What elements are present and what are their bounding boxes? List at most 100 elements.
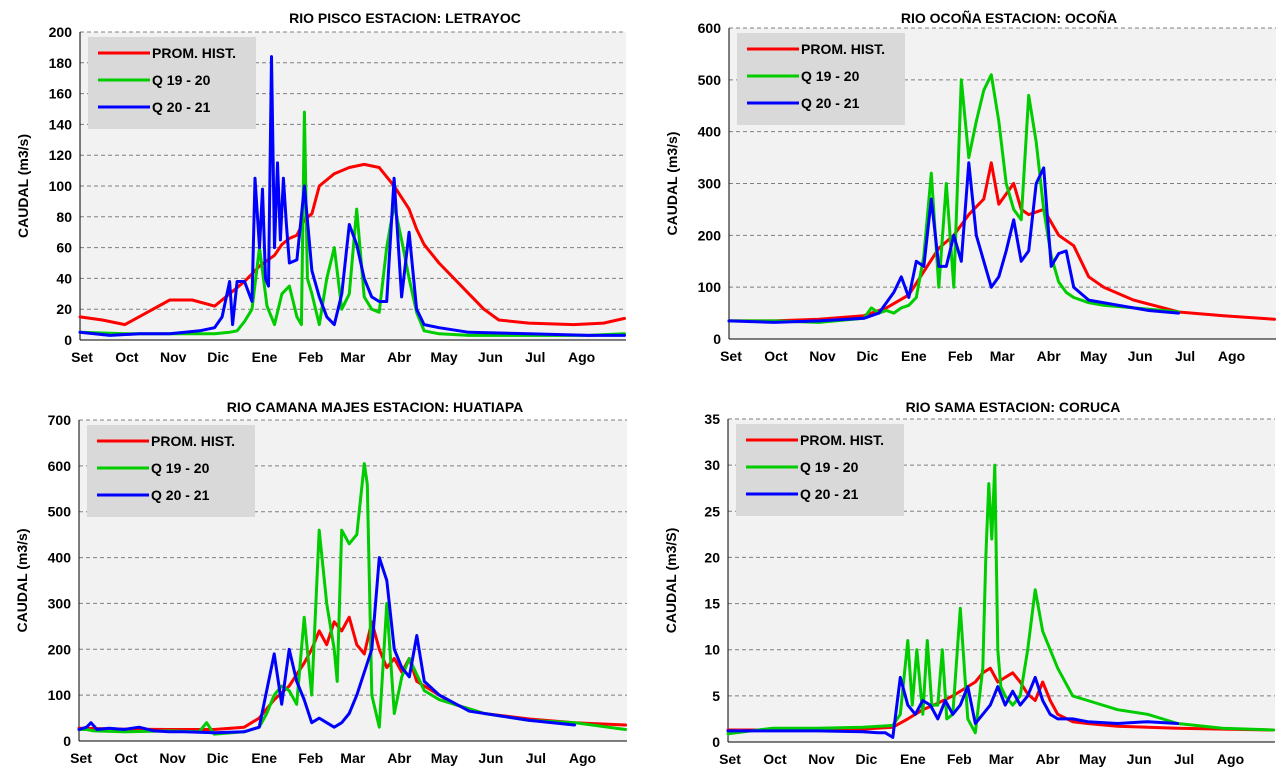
- x-tick-label: Jun: [1128, 348, 1153, 364]
- x-tick-label: Nov: [160, 349, 187, 365]
- legend-label: PROM. HIST.: [152, 45, 236, 61]
- series-line-1: [78, 162, 626, 327]
- x-tick-label: Jul: [1174, 751, 1194, 767]
- y-tick-label: 200: [48, 641, 72, 657]
- y-tick-label: 100: [48, 687, 72, 703]
- y-tick-label: 20: [56, 301, 72, 317]
- x-tick-label: May: [431, 750, 458, 766]
- chart-4: 0 5 10 15 20 25 30 35 Set Oct Nov Dic Ene Feb Mar Abr Ma…: [663, 399, 1275, 767]
- y-tick-label: 300: [48, 595, 72, 611]
- x-tick-label: Ene: [251, 750, 277, 766]
- x-tick-label: Set: [71, 349, 93, 365]
- x-tick-label: Ene: [901, 348, 927, 364]
- legend-label: PROM. HIST.: [800, 432, 884, 448]
- chart-title: RIO PISCO ESTACION: LETRAYOC: [289, 10, 521, 26]
- y-tick-label: 160: [49, 86, 73, 102]
- x-tick-label: Jun: [1127, 751, 1152, 767]
- y-axis-title: CAUDAL (m3/s): [14, 529, 30, 633]
- x-tick-label: Nov: [159, 750, 186, 766]
- y-axis-title: CAUDAL (m3/S): [663, 528, 679, 634]
- x-tick-label: Dic: [207, 349, 229, 365]
- x-tick-label: Mar: [990, 348, 1015, 364]
- series-line-2: [78, 110, 626, 337]
- chart-3: 0 100 200 300 400 500 600 700 Set Oct Nov Dic Ene Feb…: [14, 399, 627, 766]
- y-tick-label: 600: [48, 458, 72, 474]
- y-tick-label: 25: [704, 503, 720, 519]
- series-line-2: [726, 463, 1275, 736]
- x-tick-label: Feb: [947, 751, 972, 767]
- series-line-3: [726, 675, 1180, 739]
- legend-label: Q 20 - 21: [800, 486, 859, 502]
- x-tick-label: Jun: [478, 750, 503, 766]
- chart-2: 0 100 200 300 400 500 600 Set Oct Nov Dic Ene Feb Mar…: [664, 9, 1276, 364]
- y-tick-label: 120: [49, 147, 73, 163]
- series-line-3: [78, 55, 626, 337]
- x-tick-label: Nov: [808, 751, 835, 767]
- y-axis-title: CAUDAL (m3/s): [664, 132, 680, 236]
- y-axis-title: CAUDAL (m3/s): [15, 134, 31, 238]
- x-tick-label: Set: [70, 750, 92, 766]
- chart-title: RIO CAMANA MAJES ESTACION: HUATIAPA: [227, 399, 524, 415]
- series-line-2: [727, 73, 1181, 324]
- legend: PROM. HIST. Q 19 - 20 Q 20 - 21: [736, 424, 904, 516]
- x-tick-label: Oct: [764, 348, 788, 364]
- x-tick-label: Ene: [252, 349, 278, 365]
- x-tick-label: Ago: [1218, 348, 1245, 364]
- x-tick-label: Abr: [1036, 751, 1061, 767]
- x-tick-label: Feb: [298, 349, 323, 365]
- chart-title: RIO SAMA ESTACION: CORUCA: [906, 399, 1121, 415]
- x-tick-label: Feb: [298, 750, 323, 766]
- y-tick-label: 40: [56, 270, 72, 286]
- x-tick-label: Oct: [114, 750, 138, 766]
- y-tick-label: 20: [704, 549, 720, 565]
- y-tick-label: 0: [63, 733, 71, 749]
- x-tick-label: Set: [720, 348, 742, 364]
- x-tick-label: Ago: [568, 349, 595, 365]
- y-tick-label: 500: [698, 72, 722, 88]
- x-tick-label: Mar: [989, 751, 1014, 767]
- y-tick-label: 600: [698, 20, 722, 36]
- legend: PROM. HIST. Q 19 - 20 Q 20 - 21: [87, 425, 255, 517]
- legend-label: Q 19 - 20: [152, 72, 211, 88]
- legend-label: Q 20 - 21: [152, 99, 211, 115]
- y-tick-label: 100: [698, 279, 722, 295]
- x-tick-label: Jun: [478, 349, 503, 365]
- y-tick-label: 500: [48, 504, 72, 520]
- y-tick-label: 180: [49, 55, 73, 71]
- x-tick-label: Abr: [387, 750, 412, 766]
- series-line-2: [77, 462, 627, 736]
- x-tick-label: Ene: [900, 751, 926, 767]
- y-tick-label: 5: [712, 688, 720, 704]
- y-tick-label: 100: [49, 178, 73, 194]
- legend-label: PROM. HIST.: [801, 41, 885, 57]
- x-tick-label: May: [430, 349, 457, 365]
- chart-1: 0 20 40 60 80 100 120 140 160 180 200 Set Oct Nov Dic E…: [15, 10, 626, 365]
- y-tick-label: 80: [56, 209, 72, 225]
- x-tick-label: Ago: [569, 750, 596, 766]
- legend-label: Q 20 - 21: [151, 487, 210, 503]
- y-tick-label: 700: [48, 412, 72, 428]
- y-tick-label: 0: [712, 734, 720, 750]
- y-tick-label: 15: [704, 596, 720, 612]
- series-line-3: [727, 161, 1181, 324]
- legend-label: PROM. HIST.: [151, 433, 235, 449]
- series-line-3: [77, 556, 576, 735]
- x-tick-label: Dic: [856, 348, 878, 364]
- y-tick-label: 140: [49, 116, 73, 132]
- y-tick-label: 0: [64, 332, 72, 348]
- legend: PROM. HIST. Q 19 - 20 Q 20 - 21: [737, 33, 905, 125]
- legend-label: Q 20 - 21: [801, 95, 860, 111]
- x-tick-label: May: [1080, 348, 1107, 364]
- series-line-1: [727, 161, 1276, 323]
- x-tick-label: Oct: [115, 349, 139, 365]
- x-tick-label: Set: [719, 751, 741, 767]
- y-tick-label: 200: [49, 24, 73, 40]
- x-tick-label: Mar: [340, 750, 365, 766]
- y-tick-label: 200: [698, 227, 722, 243]
- x-tick-label: Feb: [948, 348, 973, 364]
- x-tick-label: May: [1079, 751, 1106, 767]
- y-tick-label: 10: [704, 642, 720, 658]
- x-tick-label: Jul: [525, 349, 545, 365]
- x-tick-label: Oct: [763, 751, 787, 767]
